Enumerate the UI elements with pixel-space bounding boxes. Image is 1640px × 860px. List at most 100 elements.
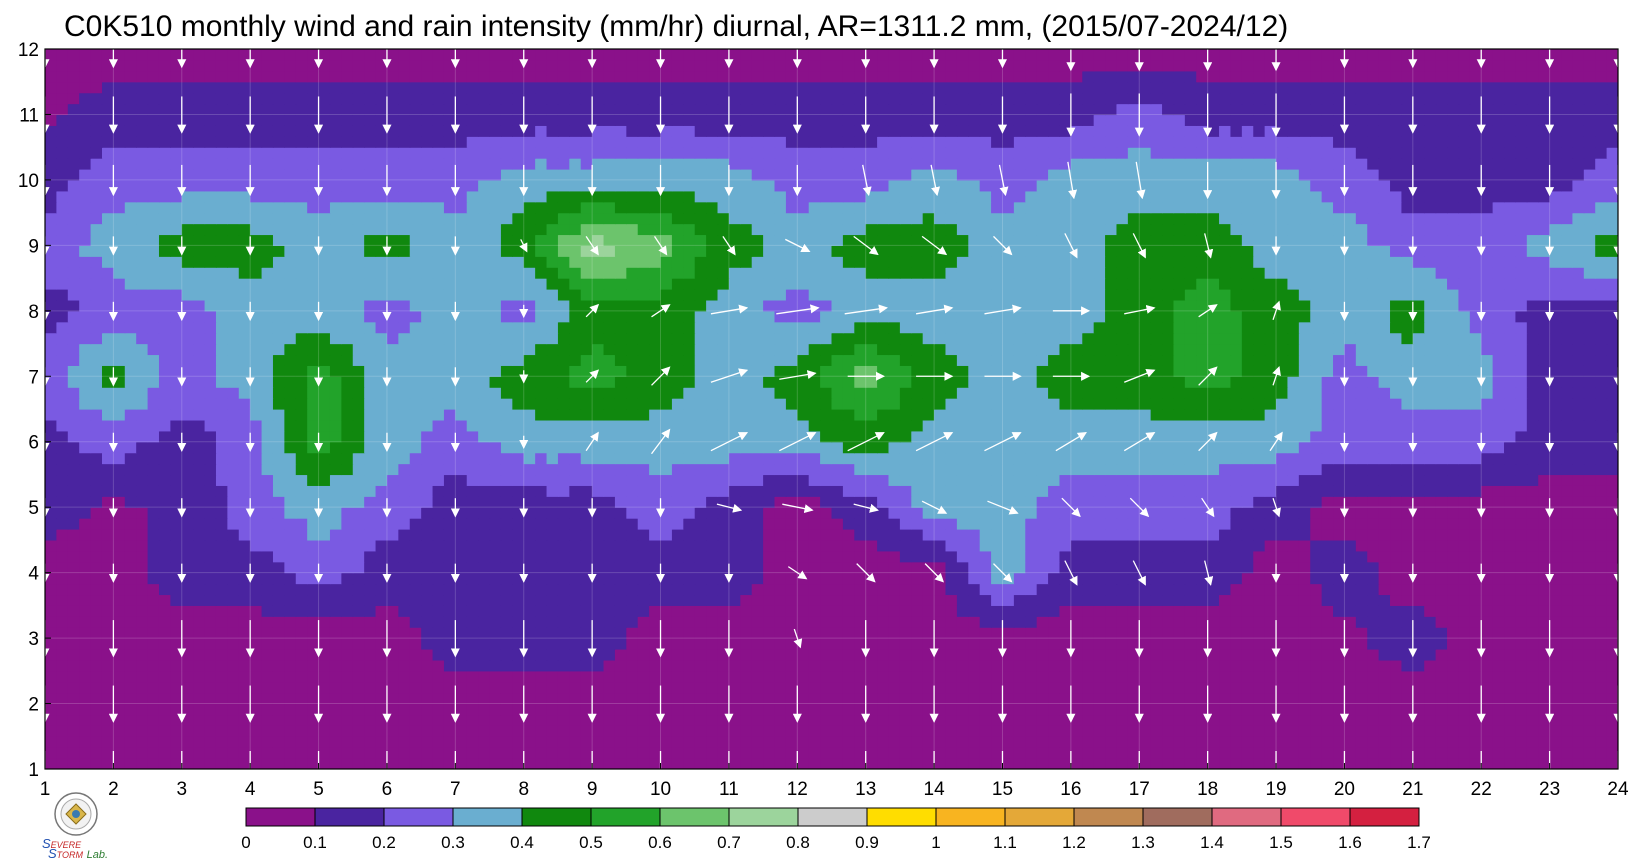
intensity-cell <box>432 659 445 672</box>
intensity-cell <box>1139 561 1152 574</box>
intensity-cell <box>1287 703 1300 716</box>
intensity-cell <box>1264 452 1277 465</box>
intensity-cell <box>67 670 80 683</box>
intensity-cell <box>1002 692 1015 705</box>
intensity-cell <box>842 714 855 726</box>
intensity-cell <box>694 583 707 596</box>
intensity-cell <box>740 736 753 748</box>
intensity-cell <box>842 627 855 639</box>
intensity-cell <box>763 387 776 399</box>
intensity-cell <box>717 387 730 399</box>
intensity-cell <box>1310 725 1323 737</box>
intensity-cell <box>1469 758 1482 769</box>
intensity-cell <box>1390 692 1403 705</box>
intensity-cell <box>307 539 320 552</box>
intensity-cell <box>1344 409 1357 421</box>
intensity-cell <box>136 714 149 726</box>
intensity-cell <box>831 376 844 388</box>
intensity-cell <box>181 649 194 661</box>
intensity-cell <box>706 387 719 399</box>
intensity-cell <box>1561 659 1574 672</box>
intensity-cell <box>386 714 399 726</box>
intensity-cell <box>888 605 901 617</box>
intensity-cell <box>1093 638 1106 650</box>
intensity-cell <box>1287 638 1300 650</box>
intensity-cell <box>238 507 251 519</box>
intensity-cell <box>307 703 320 716</box>
intensity-cell <box>1116 398 1129 410</box>
intensity-cell <box>1606 627 1618 639</box>
intensity-cell <box>1253 398 1266 410</box>
intensity-cell <box>1150 714 1163 726</box>
intensity-cell <box>1321 714 1334 726</box>
intensity-cell <box>774 441 787 454</box>
intensity-cell <box>535 736 548 748</box>
intensity-cell <box>1082 485 1095 497</box>
intensity-cell <box>500 659 513 672</box>
intensity-cell <box>375 441 388 454</box>
intensity-cell <box>352 463 365 476</box>
intensity-cell <box>934 409 947 421</box>
intensity-cell <box>45 365 57 377</box>
intensity-cell <box>694 725 707 737</box>
intensity-cell <box>375 376 388 388</box>
intensity-cell <box>626 627 639 639</box>
intensity-cell <box>706 529 719 541</box>
intensity-cell <box>318 539 331 552</box>
intensity-cell <box>683 572 696 585</box>
intensity-cell <box>1184 627 1197 639</box>
intensity-cell <box>1276 572 1289 585</box>
intensity-cell <box>512 714 525 726</box>
intensity-cell <box>1526 725 1539 737</box>
intensity-cell <box>1002 561 1015 574</box>
intensity-cell <box>979 387 992 399</box>
intensity-cell <box>1127 638 1140 650</box>
intensity-cell <box>808 627 821 639</box>
intensity-cell <box>443 714 456 726</box>
intensity-cell <box>250 529 263 541</box>
intensity-cell <box>1378 747 1391 759</box>
intensity-cell <box>751 507 764 519</box>
intensity-cell <box>637 452 650 465</box>
intensity-cell <box>215 463 228 476</box>
intensity-cell <box>899 681 912 694</box>
intensity-cell <box>432 496 445 508</box>
intensity-cell <box>523 496 536 508</box>
intensity-cell <box>1127 398 1140 410</box>
intensity-cell <box>1401 430 1414 443</box>
intensity-cell <box>215 550 228 563</box>
intensity-cell <box>489 583 502 596</box>
intensity-cell <box>56 463 69 476</box>
intensity-cell <box>284 409 297 421</box>
intensity-cell <box>261 507 274 519</box>
intensity-cell <box>991 714 1004 726</box>
intensity-cell <box>603 681 616 694</box>
intensity-cell <box>432 550 445 563</box>
intensity-cell <box>489 387 502 399</box>
intensity-cell <box>1458 616 1471 628</box>
intensity-cell <box>181 539 194 552</box>
intensity-cell <box>1196 485 1209 497</box>
intensity-cell <box>580 659 593 672</box>
intensity-cell <box>820 550 833 563</box>
intensity-cell <box>227 627 240 639</box>
intensity-cell <box>614 649 627 661</box>
intensity-cell <box>968 758 981 769</box>
intensity-cell <box>979 725 992 737</box>
intensity-cell <box>740 616 753 628</box>
intensity-cell <box>1561 638 1574 650</box>
intensity-cell <box>660 398 673 410</box>
intensity-cell <box>1070 539 1083 552</box>
intensity-cell <box>785 496 798 508</box>
intensity-cell <box>1116 376 1129 388</box>
intensity-cell <box>842 474 855 486</box>
intensity-cell <box>1298 638 1311 650</box>
intensity-cell <box>683 594 696 606</box>
intensity-cell <box>1162 670 1175 683</box>
intensity-cell <box>717 627 730 639</box>
intensity-cell <box>238 747 251 759</box>
intensity-cell <box>1036 474 1049 486</box>
intensity-cell <box>842 758 855 769</box>
intensity-cell <box>170 550 183 563</box>
intensity-cell <box>136 409 149 421</box>
